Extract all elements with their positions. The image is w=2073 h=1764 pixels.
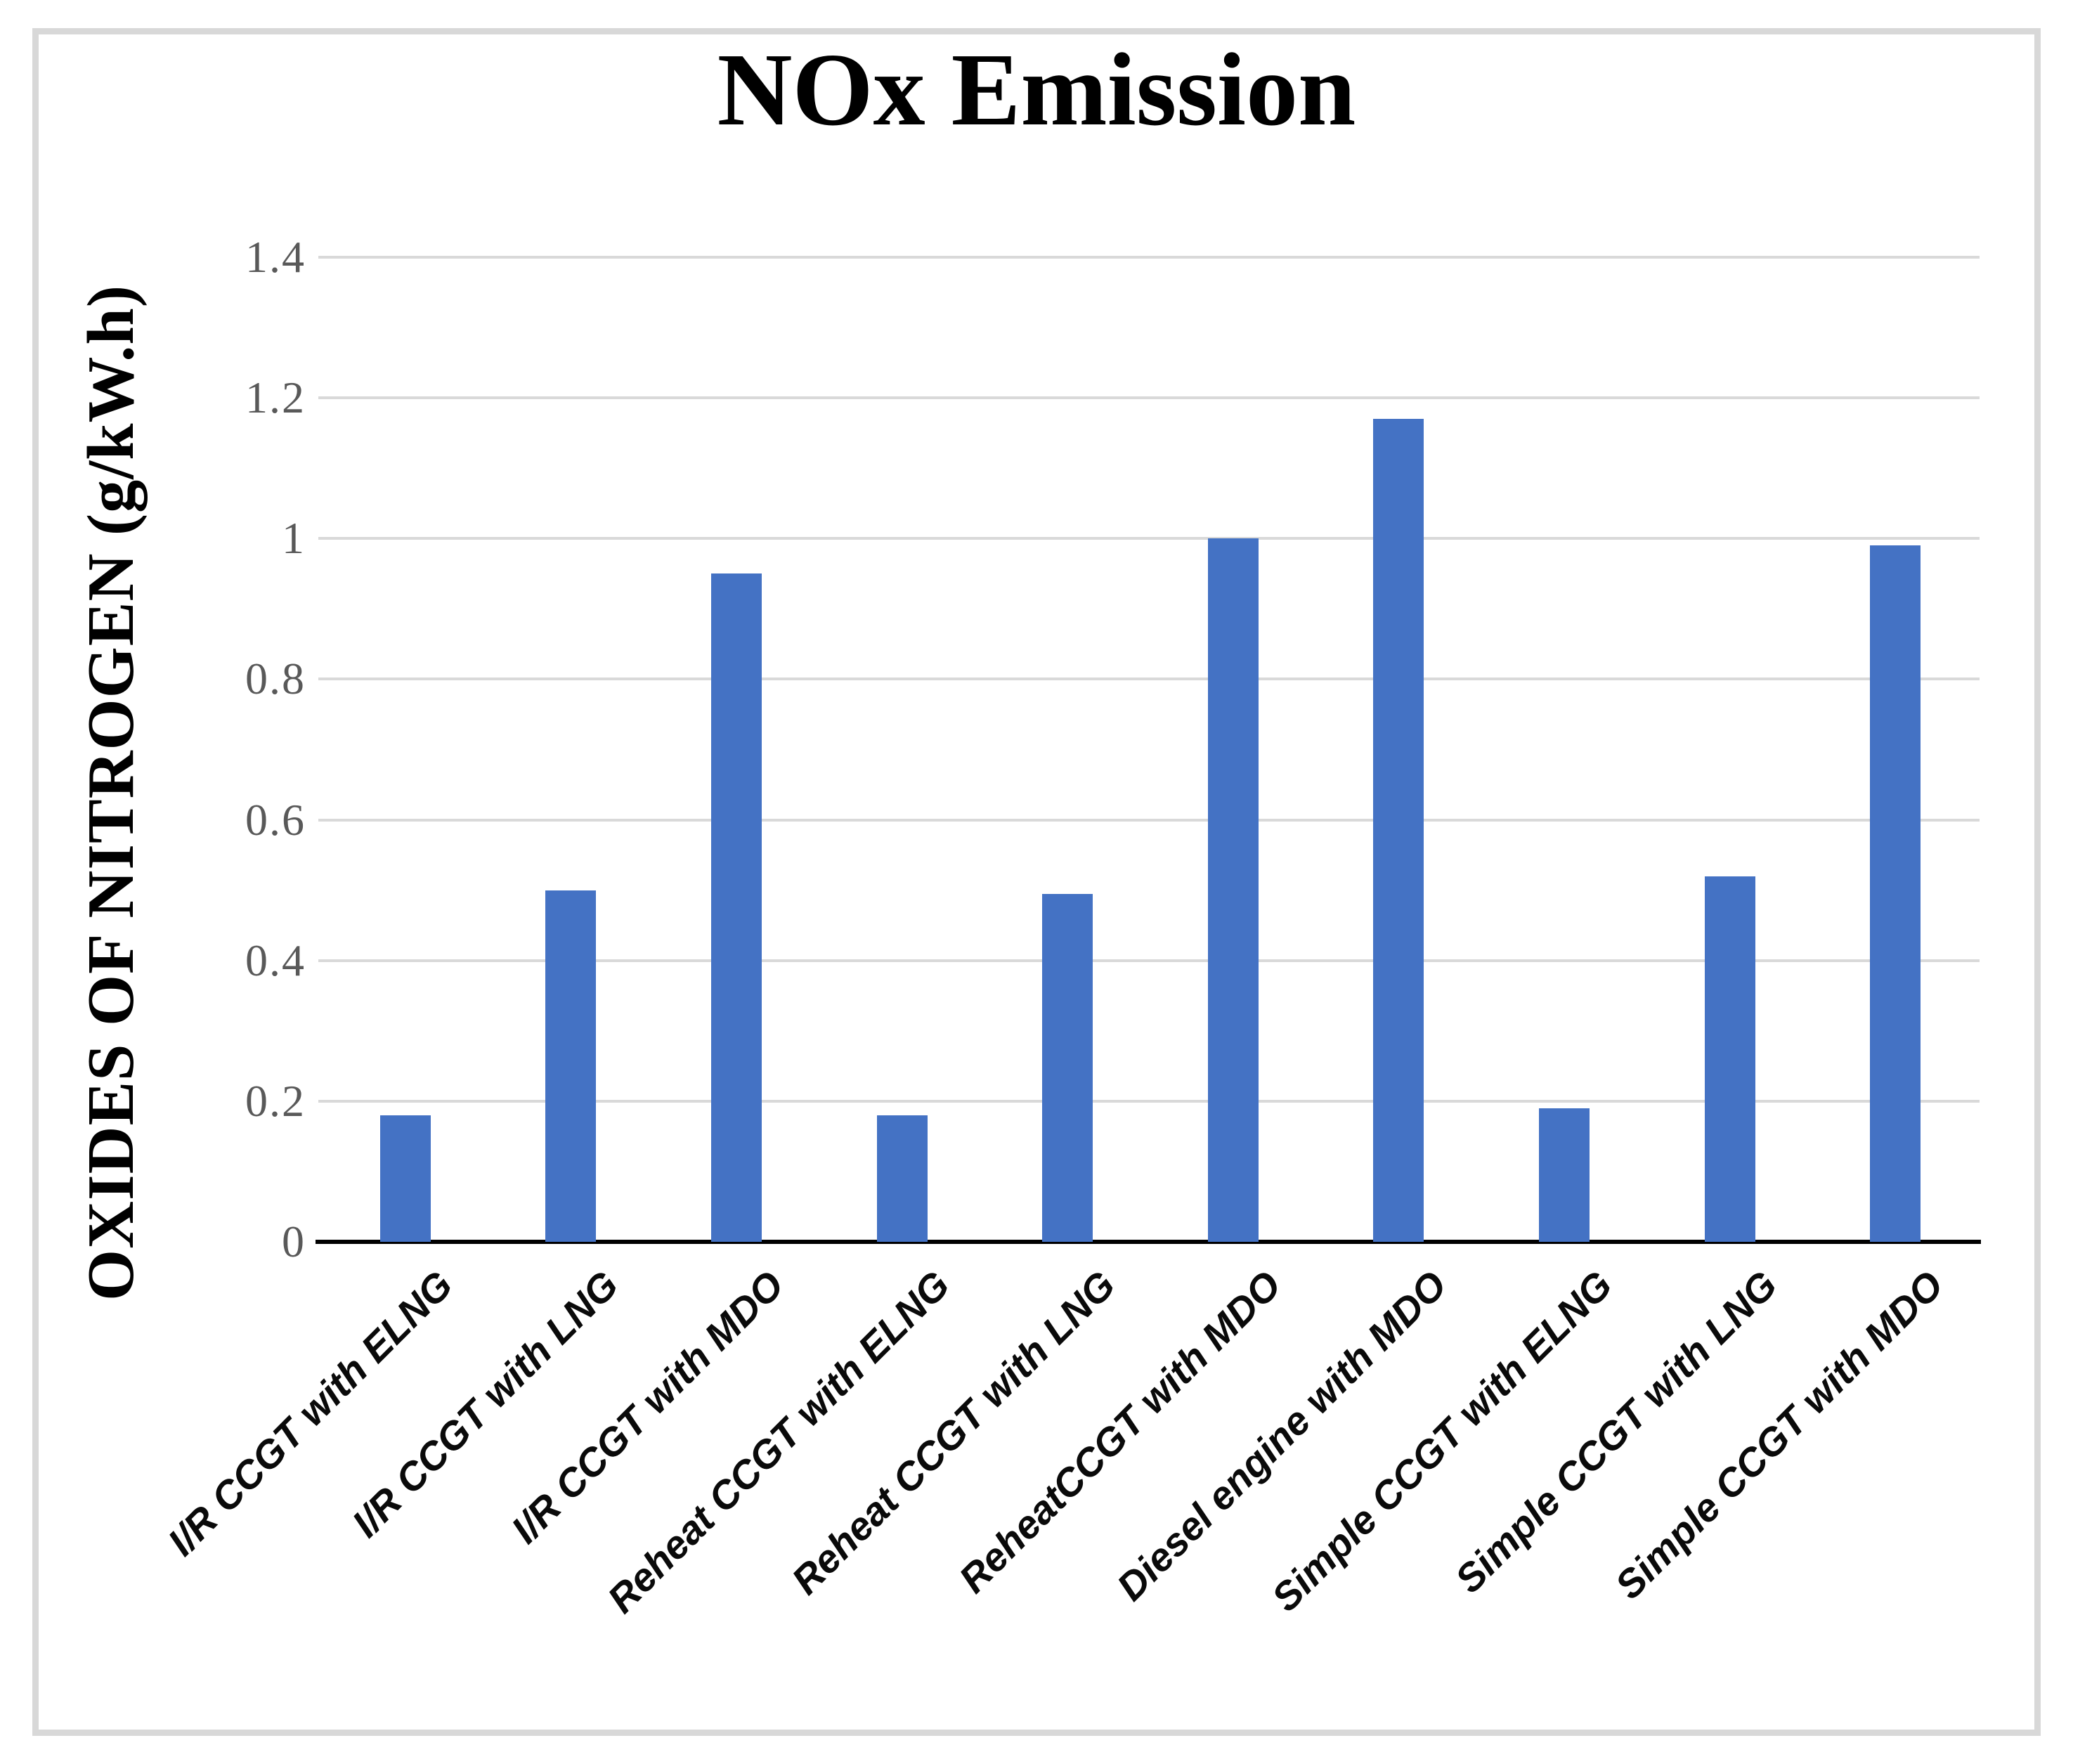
gridline — [318, 396, 1980, 400]
bar-simple-ccgt-with-elng — [1539, 1108, 1590, 1242]
bar-reheat-ccgt-with-lng — [1042, 893, 1093, 1242]
bar-simple-ccgt-with-lng — [1704, 876, 1755, 1242]
gridline — [318, 959, 1980, 962]
y-tick-label: 0.8 — [245, 654, 306, 704]
bar-simple-ccgt-with-mdo — [1870, 545, 1921, 1242]
y-tick-label: 1.4 — [245, 232, 306, 282]
y-tick-label: 1 — [282, 513, 306, 564]
bar-diesel-engine-with-mdo — [1373, 419, 1424, 1242]
y-tick-label: 0.4 — [245, 935, 306, 985]
x-axis-line — [316, 1240, 1981, 1244]
bar-i-r-ccgt-with-mdo — [711, 573, 762, 1242]
y-axis-title: OXIDES OF NITROGEN (g/kW.h) — [74, 285, 148, 1301]
bar-reheatccgt-with-mdo — [1207, 538, 1259, 1242]
bar-i-r-ccgt-with-elng — [379, 1115, 431, 1242]
gridline — [318, 537, 1980, 540]
plot-area — [316, 256, 1981, 1244]
gridline — [318, 677, 1980, 681]
bar-i-r-ccgt-with-lng — [545, 890, 597, 1242]
y-tick-label: 1.2 — [245, 372, 306, 423]
gridline — [318, 1099, 1980, 1103]
y-tick-label: 0.2 — [245, 1075, 306, 1126]
gridline — [318, 818, 1980, 822]
y-tick-label: 0.6 — [245, 794, 306, 845]
y-tick-label: 0 — [282, 1217, 306, 1266]
bar-reheat-ccgt-with-elng — [876, 1115, 928, 1242]
chart-title: NOx Emission — [717, 32, 1356, 148]
gridline — [318, 256, 1980, 259]
